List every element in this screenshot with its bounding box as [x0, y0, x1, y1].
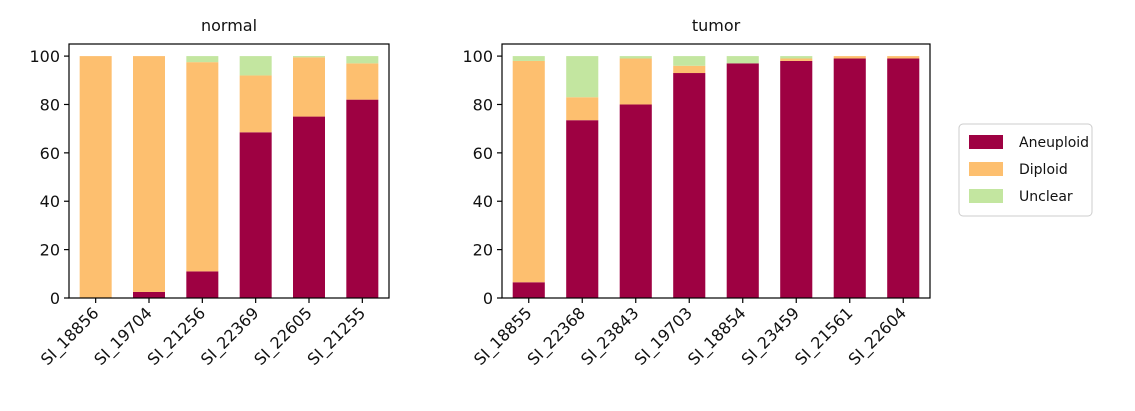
bar-unclear-SI_22368: [566, 56, 599, 98]
bar-unclear-SI_21255: [346, 56, 379, 64]
bar-unclear-SI_23459: [780, 56, 813, 59]
bar-unclear-SI_19703: [673, 56, 706, 66]
legend-label-unclear: Unclear: [1019, 189, 1073, 205]
legend-label-diploid: Diploid: [1019, 162, 1068, 178]
bar-diploid-SI_22369: [239, 75, 272, 133]
x-tick-label: SI_22604: [844, 303, 910, 369]
bar-diploid-SI_19703: [673, 65, 706, 74]
y-tick-label: 100: [29, 47, 60, 66]
bar-unclear-SI_18855: [512, 56, 545, 61]
axes-frame: [501, 43, 931, 299]
bar-diploid-SI_21255: [346, 63, 379, 100]
bar-aneuploid-SI_18854: [726, 63, 759, 298]
y-tick-label: 60: [473, 144, 493, 163]
chart-title: tumor: [692, 16, 741, 35]
chart-panel-normal: 020406080100SI_18856SI_19704SI_21256SI_2…: [29, 16, 390, 370]
legend: Aneuploid Diploid Unclear: [958, 123, 1093, 217]
bar-diploid-SI_21256: [186, 62, 219, 272]
y-tick-label: 0: [50, 289, 60, 308]
bar-diploid-SI_18856: [79, 56, 112, 298]
y-tick-label: 0: [483, 289, 493, 308]
bar-diploid-SI_23459: [780, 58, 813, 61]
y-tick-label: 40: [473, 192, 493, 211]
x-tick-label: SI_21255: [304, 303, 370, 369]
axes-frame: [68, 43, 390, 299]
bar-diploid-SI_22605: [293, 57, 325, 117]
legend-label-aneuploid: Aneuploid: [1019, 135, 1089, 151]
bar-diploid-SI_18855: [512, 60, 545, 283]
chart-panel-tumor: 020406080100SI_18855SI_22368SI_23843SI_1…: [462, 16, 931, 370]
bar-aneuploid-SI_23459: [780, 60, 813, 299]
y-tick-label: 80: [473, 95, 493, 114]
y-tick-label: 100: [462, 47, 493, 66]
bar-aneuploid-SI_18855: [512, 282, 545, 298]
y-tick-label: 20: [473, 241, 493, 260]
bar-diploid-SI_23843: [619, 58, 652, 105]
bar-aneuploid-SI_22604: [887, 58, 920, 299]
legend-swatch-diploid: [969, 162, 1003, 176]
y-tick-label: 40: [40, 192, 60, 211]
bar-aneuploid-SI_22369: [239, 132, 272, 298]
bar-unclear-SI_22605: [293, 56, 325, 58]
legend-swatch-aneuploid: [969, 135, 1003, 149]
bar-aneuploid-SI_23843: [619, 104, 652, 298]
bar-aneuploid-SI_21256: [186, 271, 219, 298]
y-tick-label: 60: [40, 144, 60, 163]
bar-aneuploid-SI_22368: [566, 120, 599, 298]
bar-diploid-SI_22368: [566, 97, 599, 121]
bar-aneuploid-SI_19703: [673, 73, 706, 298]
bar-aneuploid-SI_22605: [293, 116, 325, 298]
bar-aneuploid-SI_19704: [133, 291, 165, 298]
chart-title: normal: [201, 16, 257, 35]
bar-diploid-SI_21561: [833, 56, 866, 59]
bar-unclear-SI_23843: [619, 56, 652, 59]
bar-aneuploid-SI_21561: [833, 58, 866, 299]
legend-swatch-unclear: [969, 189, 1003, 203]
bar-diploid-SI_22604: [887, 56, 920, 59]
bar-aneuploid-SI_21255: [346, 99, 379, 298]
bar-unclear-SI_21256: [186, 56, 219, 63]
bar-unclear-SI_18854: [726, 56, 759, 64]
bar-diploid-SI_19704: [133, 56, 165, 292]
bar-unclear-SI_22369: [239, 56, 272, 76]
y-tick-label: 80: [40, 95, 60, 114]
y-tick-label: 20: [40, 241, 60, 260]
